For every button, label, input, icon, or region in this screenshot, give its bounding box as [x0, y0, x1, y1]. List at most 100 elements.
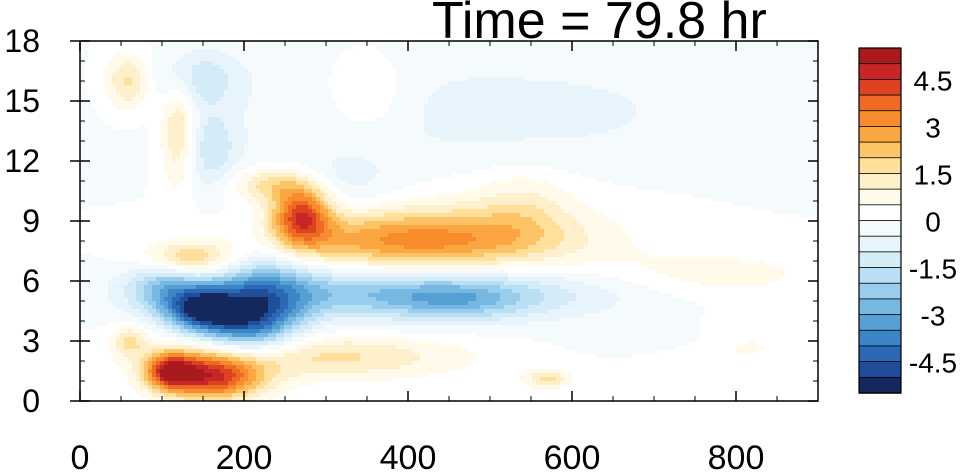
- heatmap-cell: [156, 357, 165, 362]
- heatmap-cell: [228, 153, 245, 158]
- colorbar-swatch: [858, 47, 902, 65]
- heatmap-cell: [612, 305, 705, 310]
- heatmap-cell: [148, 365, 153, 370]
- heatmap-cell: [500, 293, 521, 298]
- heatmap-cell: [312, 325, 325, 330]
- heatmap-cell: [616, 301, 697, 306]
- heatmap-cell: [284, 341, 293, 346]
- x-tick-label: 800: [708, 439, 765, 473]
- heatmap-cell: [292, 333, 305, 338]
- heatmap-cell: [220, 349, 237, 354]
- heatmap-cell: [236, 161, 257, 166]
- heatmap-cell: [304, 241, 317, 246]
- heatmap-cell: [692, 193, 818, 198]
- heatmap-cell: [412, 297, 477, 302]
- heatmap-cell: [328, 221, 337, 226]
- heatmap-cell: [176, 313, 181, 318]
- heatmap-cell: [628, 121, 818, 126]
- heatmap-cell: [112, 353, 125, 358]
- heatmap-cell: [244, 381, 253, 386]
- heatmap-cell: [292, 193, 305, 198]
- heatmap-cell: [256, 265, 277, 270]
- heatmap-cell: [268, 209, 273, 214]
- heatmap-cell: [176, 253, 209, 258]
- heatmap-cell: [140, 73, 149, 78]
- heatmap-cell: [560, 241, 589, 246]
- heatmap-cell: [336, 157, 365, 162]
- heatmap-cell: [468, 241, 513, 246]
- heatmap-cell: [588, 233, 629, 238]
- heatmap-cell: [240, 289, 269, 294]
- heatmap-cell: [372, 177, 433, 182]
- heatmap-cell: [108, 337, 117, 342]
- heatmap-cell: [400, 329, 701, 334]
- heatmap-cell: [324, 193, 329, 198]
- heatmap-cell: [116, 85, 141, 90]
- heatmap-cell: [484, 309, 517, 314]
- heatmap-cell: [200, 173, 225, 178]
- heatmap-cell: [196, 157, 205, 162]
- heatmap-cell: [464, 189, 565, 194]
- heatmap-cell: [512, 241, 537, 246]
- heatmap-cell: [256, 385, 265, 390]
- heatmap-cell: [384, 113, 425, 118]
- heatmap-cell: [144, 373, 149, 378]
- heatmap-cell: [520, 233, 545, 238]
- heatmap-cell: [288, 305, 297, 310]
- heatmap-cell: [228, 81, 253, 86]
- heatmap-cell: [200, 121, 209, 126]
- heatmap-cell: [276, 293, 289, 298]
- colorbar-swatch: [858, 314, 902, 331]
- heatmap-cell: [292, 329, 305, 334]
- heatmap-cell: [468, 301, 497, 306]
- heatmap-cell: [140, 373, 145, 378]
- heatmap-cell: [176, 321, 185, 326]
- heatmap-cell: [332, 273, 509, 278]
- heatmap-cell: [168, 177, 185, 182]
- heatmap-cell: [292, 225, 301, 230]
- heatmap-cell: [148, 385, 153, 390]
- heatmap-cell: [224, 377, 233, 382]
- colorbar-swatch: [858, 282, 902, 300]
- heatmap-cell: [140, 125, 145, 130]
- heatmap-cell: [492, 181, 549, 186]
- colorbar-swatch: [858, 157, 902, 175]
- y-tick-label: 15: [4, 83, 40, 119]
- heatmap-cell: [516, 309, 549, 314]
- heatmap-cell: [156, 381, 161, 386]
- heatmap-cell: [508, 277, 565, 282]
- heatmap-cell: [168, 121, 185, 126]
- heatmap-cell: [124, 293, 137, 298]
- heatmap-cell: [152, 77, 181, 82]
- heatmap-cell: [316, 317, 333, 322]
- heatmap-cell: [332, 277, 509, 282]
- heatmap-cell: [204, 125, 225, 130]
- heatmap-cell: [244, 149, 818, 154]
- heatmap-cell: [200, 145, 233, 150]
- heatmap-cell: [256, 373, 265, 378]
- heatmap-cell: [252, 365, 265, 370]
- heatmap-cell: [248, 189, 261, 194]
- heatmap-cell: [280, 193, 293, 198]
- heatmap-cell: [164, 105, 185, 110]
- heatmap-cell: [312, 205, 321, 210]
- heatmap-cell: [140, 81, 149, 86]
- heatmap-cell: [276, 201, 281, 206]
- heatmap-cell: [252, 209, 265, 214]
- heatmap-cell: [300, 373, 429, 378]
- heatmap-cell: [140, 365, 145, 370]
- heatmap-cell: [292, 265, 309, 270]
- heatmap-cell: [240, 177, 253, 182]
- heatmap-cell: [232, 165, 249, 170]
- heatmap-cell: [200, 353, 217, 358]
- heatmap-cell: [168, 361, 185, 366]
- heatmap-cell: [112, 73, 141, 78]
- x-tick-label: 0: [71, 439, 90, 473]
- heatmap-cell: [124, 285, 137, 290]
- colorbar-swatch: [858, 329, 902, 347]
- heatmap-cell: [280, 297, 289, 302]
- heatmap-cell: [116, 53, 137, 58]
- heatmap-cell: [544, 297, 577, 302]
- heatmap-cell: [80, 253, 93, 258]
- y-tick-label: 3: [22, 323, 40, 359]
